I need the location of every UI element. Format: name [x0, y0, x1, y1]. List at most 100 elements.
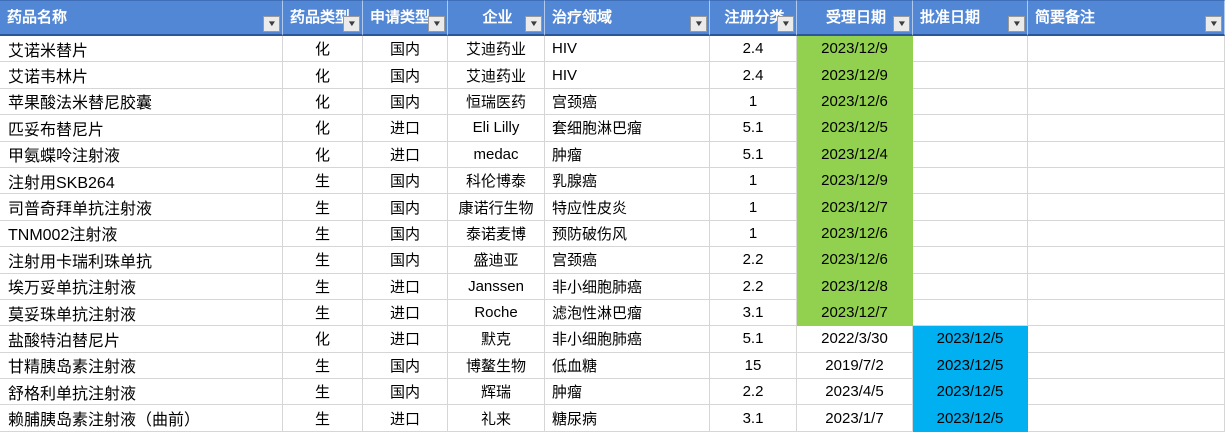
- cell-drug-name[interactable]: 舒格利单抗注射液: [0, 379, 283, 406]
- cell-company[interactable]: Eli Lilly: [448, 115, 545, 142]
- cell-apply-type[interactable]: 国内: [363, 220, 448, 248]
- cell-drug-name[interactable]: 注射用卡瑞利珠单抗: [0, 247, 283, 274]
- cell-therapy-area[interactable]: 乳腺癌: [545, 167, 710, 195]
- cell-apply-type[interactable]: 国内: [363, 62, 448, 89]
- cell-reg-class[interactable]: 1: [710, 88, 797, 116]
- col-header-drug-type[interactable]: 药品类型 ▼: [283, 0, 363, 36]
- cell-therapy-area[interactable]: 特应性皮炎: [545, 194, 710, 221]
- cell-drug-name[interactable]: 莫妥珠单抗注射液: [0, 299, 283, 327]
- cell-accept-date[interactable]: 2023/12/7: [797, 194, 913, 221]
- cell-reg-class[interactable]: 1: [710, 167, 797, 195]
- cell-company[interactable]: 科伦博泰: [448, 167, 545, 195]
- cell-accept-date[interactable]: 2023/12/6: [797, 220, 913, 248]
- filter-button[interactable]: ▼: [525, 16, 542, 32]
- cell-drug-name[interactable]: 注射用SKB264: [0, 167, 283, 195]
- cell-drug-type[interactable]: 化: [283, 88, 363, 116]
- cell-drug-type[interactable]: 生: [283, 352, 363, 380]
- cell-therapy-area[interactable]: 预防破伤风: [545, 220, 710, 248]
- cell-drug-type[interactable]: 化: [283, 115, 363, 142]
- cell-remark[interactable]: [1028, 273, 1225, 300]
- cell-approve-date[interactable]: 2023/12/5: [913, 326, 1028, 353]
- cell-therapy-area[interactable]: 宫颈癌: [545, 247, 710, 274]
- cell-approve-date[interactable]: [913, 141, 1028, 168]
- cell-drug-type[interactable]: 生: [283, 167, 363, 195]
- cell-drug-type[interactable]: 生: [283, 247, 363, 274]
- cell-accept-date[interactable]: 2023/4/5: [797, 379, 913, 406]
- cell-drug-type[interactable]: 生: [283, 273, 363, 300]
- cell-company[interactable]: 盛迪亚: [448, 247, 545, 274]
- cell-therapy-area[interactable]: 非小细胞肺癌: [545, 273, 710, 300]
- cell-accept-date[interactable]: 2023/12/7: [797, 299, 913, 327]
- cell-drug-name[interactable]: 司普奇拜单抗注射液: [0, 194, 283, 221]
- cell-drug-name[interactable]: 甲氨蝶呤注射液: [0, 141, 283, 168]
- cell-company[interactable]: medac: [448, 141, 545, 168]
- cell-drug-type[interactable]: 化: [283, 141, 363, 168]
- cell-approve-date[interactable]: 2023/12/5: [913, 352, 1028, 380]
- cell-apply-type[interactable]: 进口: [363, 273, 448, 300]
- cell-accept-date[interactable]: 2023/12/9: [797, 36, 913, 63]
- cell-company[interactable]: 泰诺麦博: [448, 220, 545, 248]
- cell-remark[interactable]: [1028, 352, 1225, 380]
- cell-company[interactable]: Janssen: [448, 273, 545, 300]
- cell-reg-class[interactable]: 5.1: [710, 141, 797, 168]
- cell-apply-type[interactable]: 国内: [363, 167, 448, 195]
- col-header-remark[interactable]: 简要备注 ▼: [1028, 0, 1225, 36]
- cell-drug-type[interactable]: 生: [283, 194, 363, 221]
- cell-approve-date[interactable]: 2023/12/5: [913, 379, 1028, 406]
- filter-button[interactable]: ▼: [1205, 16, 1222, 32]
- cell-therapy-area[interactable]: HIV: [545, 36, 710, 63]
- cell-drug-name[interactable]: 匹妥布替尼片: [0, 115, 283, 142]
- cell-reg-class[interactable]: 5.1: [710, 326, 797, 353]
- cell-reg-class[interactable]: 3.1: [710, 299, 797, 327]
- cell-company[interactable]: 博鳌生物: [448, 352, 545, 380]
- cell-remark[interactable]: [1028, 62, 1225, 89]
- cell-remark[interactable]: [1028, 379, 1225, 406]
- col-header-accept-date[interactable]: 受理日期 ▼: [797, 0, 913, 36]
- cell-drug-type[interactable]: 生: [283, 299, 363, 327]
- cell-apply-type[interactable]: 国内: [363, 379, 448, 406]
- cell-remark[interactable]: [1028, 167, 1225, 195]
- cell-reg-class[interactable]: 1: [710, 194, 797, 221]
- cell-therapy-area[interactable]: 糖尿病: [545, 405, 710, 432]
- cell-accept-date[interactable]: 2023/12/8: [797, 273, 913, 300]
- cell-company[interactable]: 艾迪药业: [448, 62, 545, 89]
- cell-company[interactable]: 艾迪药业: [448, 36, 545, 63]
- cell-approve-date[interactable]: [913, 36, 1028, 63]
- cell-remark[interactable]: [1028, 115, 1225, 142]
- cell-apply-type[interactable]: 国内: [363, 36, 448, 63]
- cell-remark[interactable]: [1028, 405, 1225, 432]
- cell-reg-class[interactable]: 2.4: [710, 36, 797, 63]
- cell-approve-date[interactable]: [913, 220, 1028, 248]
- cell-apply-type[interactable]: 进口: [363, 405, 448, 432]
- cell-reg-class[interactable]: 2.2: [710, 247, 797, 274]
- cell-company[interactable]: 默克: [448, 326, 545, 353]
- cell-remark[interactable]: [1028, 88, 1225, 116]
- cell-remark[interactable]: [1028, 299, 1225, 327]
- cell-accept-date[interactable]: 2022/3/30: [797, 326, 913, 353]
- cell-company[interactable]: 康诺行生物: [448, 194, 545, 221]
- filter-button[interactable]: ▼: [343, 16, 360, 32]
- cell-approve-date[interactable]: [913, 299, 1028, 327]
- cell-company[interactable]: Roche: [448, 299, 545, 327]
- col-header-reg-class[interactable]: 注册分类 ▼: [710, 0, 797, 36]
- cell-reg-class[interactable]: 2.2: [710, 379, 797, 406]
- cell-drug-name[interactable]: TNM002注射液: [0, 220, 283, 248]
- cell-reg-class[interactable]: 3.1: [710, 405, 797, 432]
- filter-button[interactable]: ▼: [263, 16, 280, 32]
- col-header-therapy-area[interactable]: 治疗领域 ▼: [545, 0, 710, 36]
- cell-reg-class[interactable]: 15: [710, 352, 797, 380]
- cell-apply-type[interactable]: 国内: [363, 247, 448, 274]
- cell-therapy-area[interactable]: 宫颈癌: [545, 88, 710, 116]
- cell-therapy-area[interactable]: 低血糖: [545, 352, 710, 380]
- cell-accept-date[interactable]: 2023/12/6: [797, 88, 913, 116]
- cell-drug-type[interactable]: 生: [283, 379, 363, 406]
- cell-company[interactable]: 辉瑞: [448, 379, 545, 406]
- cell-therapy-area[interactable]: 套细胞淋巴瘤: [545, 115, 710, 142]
- filter-button[interactable]: ▼: [428, 16, 445, 32]
- col-header-drug-name[interactable]: 药品名称 ▼: [0, 0, 283, 36]
- cell-company[interactable]: 恒瑞医药: [448, 88, 545, 116]
- cell-approve-date[interactable]: 2023/12/5: [913, 405, 1028, 432]
- cell-apply-type[interactable]: 国内: [363, 88, 448, 116]
- cell-apply-type[interactable]: 进口: [363, 299, 448, 327]
- cell-drug-type[interactable]: 化: [283, 62, 363, 89]
